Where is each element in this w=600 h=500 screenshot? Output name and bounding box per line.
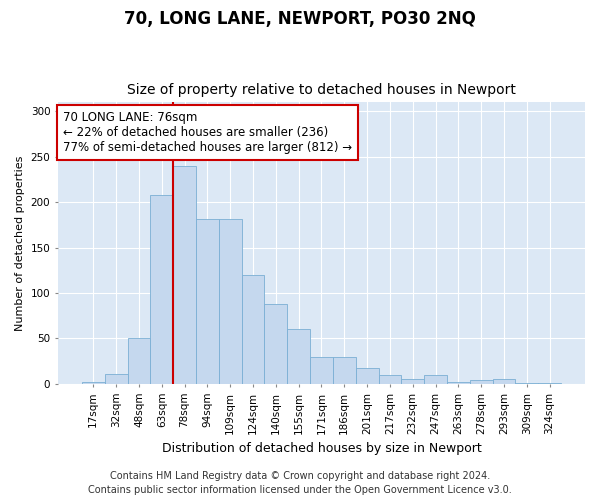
Bar (470, 380, 493, 384)
Bar (333, 356, 356, 384)
Text: 70 LONG LANE: 76sqm
← 22% of detached houses are smaller (236)
77% of semi-detac: 70 LONG LANE: 76sqm ← 22% of detached ho… (63, 111, 352, 154)
Text: Contains HM Land Registry data © Crown copyright and database right 2024.
Contai: Contains HM Land Registry data © Crown c… (88, 471, 512, 495)
Bar (151, 195, 173, 384)
Bar (401, 380, 424, 384)
Bar (356, 368, 379, 384)
Bar (424, 375, 447, 384)
Bar (287, 330, 310, 384)
Bar (173, 166, 196, 384)
Bar (82, 382, 105, 384)
Text: 70, LONG LANE, NEWPORT, PO30 2NQ: 70, LONG LANE, NEWPORT, PO30 2NQ (124, 10, 476, 28)
Bar (310, 356, 333, 384)
Bar (379, 375, 401, 384)
Bar (493, 380, 515, 384)
Bar (265, 304, 287, 384)
Bar (219, 218, 242, 384)
Y-axis label: Number of detached properties: Number of detached properties (15, 156, 25, 331)
Bar (242, 275, 265, 384)
Bar (105, 374, 128, 384)
Bar (128, 338, 151, 384)
Bar (196, 218, 219, 384)
Bar (447, 382, 470, 384)
Bar (538, 383, 561, 384)
X-axis label: Distribution of detached houses by size in Newport: Distribution of detached houses by size … (161, 442, 481, 455)
Bar (515, 383, 538, 384)
Title: Size of property relative to detached houses in Newport: Size of property relative to detached ho… (127, 83, 516, 97)
